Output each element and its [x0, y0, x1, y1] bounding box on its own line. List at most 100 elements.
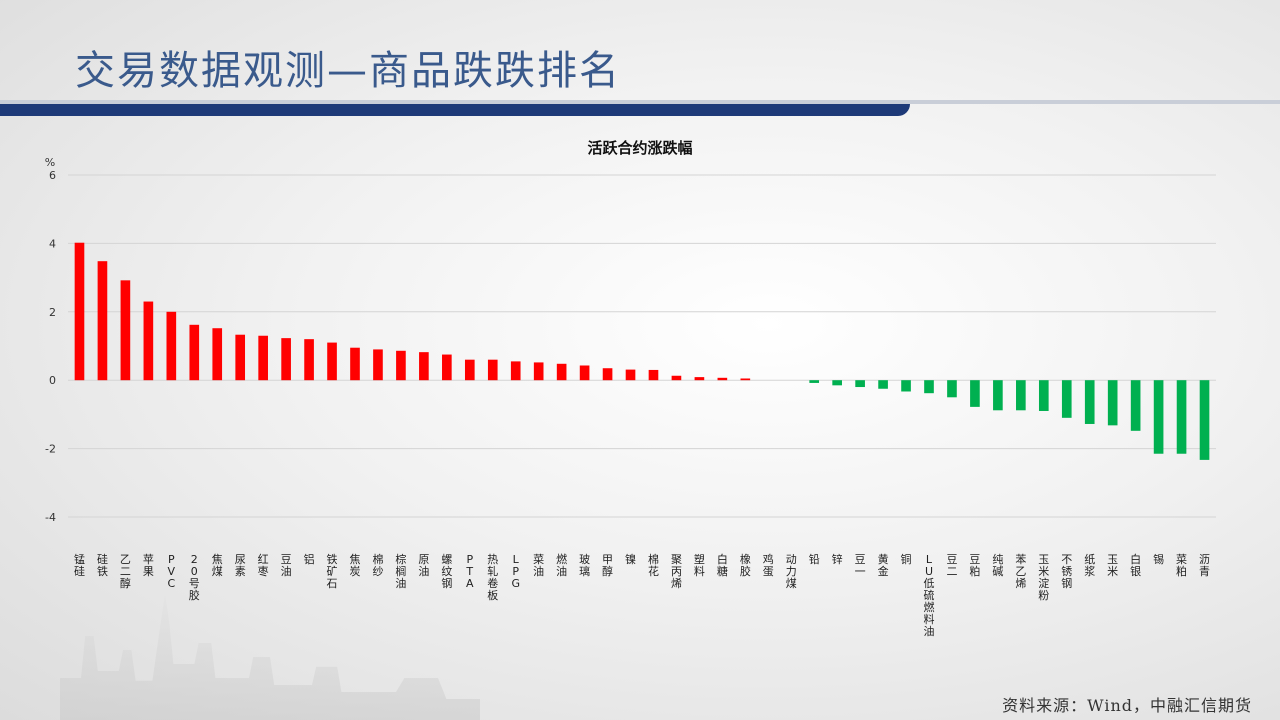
bar — [1176, 380, 1187, 454]
x-tick-label: 螺纹钢 — [441, 553, 452, 590]
bar — [924, 380, 934, 394]
bar — [396, 350, 406, 381]
y-axis-unit: % — [45, 156, 55, 169]
bar — [212, 328, 223, 381]
bar — [970, 380, 980, 407]
x-tick-label: 乙二醇 — [120, 553, 131, 590]
bar — [832, 380, 842, 386]
x-tick-label: 锌 — [832, 552, 843, 566]
x-tick-label: 黄金 — [878, 552, 889, 578]
bar — [1084, 380, 1095, 424]
x-tick-label: 2 0 号胶 — [189, 553, 200, 602]
x-tick-label: 鸡蛋 — [763, 552, 774, 578]
x-tick-label: 焦煤 — [212, 553, 223, 578]
x-tick-label: 焦炭 — [350, 553, 361, 578]
bar — [1130, 380, 1141, 431]
bar — [1038, 380, 1049, 411]
x-tick-label: 玻璃 — [579, 553, 590, 578]
bar — [74, 242, 85, 381]
bars — [74, 242, 1210, 460]
bar — [281, 338, 291, 381]
x-tick-label: 红枣 — [258, 553, 269, 578]
bar — [878, 380, 888, 389]
x-tick-label: L U 低硫燃料油 — [924, 553, 935, 638]
x-tick-label: 棉花 — [648, 552, 659, 578]
x-tick-label: 豆二 — [946, 553, 957, 578]
bar — [510, 361, 521, 381]
bar — [556, 363, 567, 381]
bar — [579, 365, 590, 381]
x-tick-label: 聚丙烯 — [671, 553, 682, 590]
source-note: 资料来源：Wind，中融汇信期货 — [1002, 696, 1252, 715]
bar — [901, 380, 911, 392]
bar — [809, 380, 820, 383]
x-tick-label: 豆油 — [281, 553, 292, 578]
bar — [717, 377, 728, 381]
x-tick-label: 豆粕 — [969, 553, 980, 578]
x-tick-label: 菜油 — [533, 553, 544, 578]
bar — [419, 352, 429, 381]
bar — [166, 311, 177, 381]
x-tick-label: 热轧卷板 — [487, 553, 498, 602]
y-axis-ticks: 6 4 2 0 -2 -4 — [45, 169, 56, 524]
bar — [1061, 380, 1072, 418]
bar — [1153, 380, 1164, 454]
x-tick-label: 动力煤 — [786, 553, 797, 590]
bar — [327, 342, 337, 381]
bar — [993, 380, 1003, 411]
bar — [648, 369, 659, 381]
x-tick-label: 锡 — [1153, 552, 1164, 566]
x-tick-label: 原油 — [418, 553, 429, 578]
y-tick-label: -2 — [45, 443, 56, 456]
bar — [143, 301, 154, 381]
x-tick-label: 尿素 — [235, 553, 246, 578]
bar — [1107, 380, 1118, 426]
bar — [189, 324, 200, 381]
bar — [350, 347, 360, 381]
x-tick-label: 塑料 — [694, 552, 705, 578]
bar — [533, 362, 544, 381]
x-tick-label: 棕榈油 — [395, 552, 406, 590]
y-tick-label: 2 — [49, 306, 56, 319]
bar — [487, 359, 498, 381]
x-tick-label: 玉米 — [1107, 553, 1118, 578]
bar — [304, 339, 314, 381]
bar — [120, 280, 131, 381]
bar — [442, 354, 452, 381]
y-tick-label: 4 — [49, 237, 56, 250]
x-tick-label: 镍 — [625, 552, 636, 566]
x-tick-label: 白糖 — [717, 552, 728, 578]
bar — [671, 375, 682, 381]
y-tick-label: 0 — [49, 374, 56, 387]
bar — [740, 378, 751, 381]
bar — [947, 380, 957, 398]
bar — [235, 334, 246, 381]
bar — [97, 261, 108, 381]
x-tick-label: 燃油 — [556, 552, 567, 578]
x-tick-label: 硅铁 — [97, 553, 108, 578]
title-underline-light — [0, 100, 1280, 104]
x-tick-label: 玉米淀粉 — [1038, 553, 1049, 602]
bar — [464, 359, 475, 381]
slide-title: 交易数据观测—商品跌跌排名 — [75, 48, 621, 94]
x-tick-label: 苯乙烯 — [1015, 552, 1026, 590]
x-tick-label: 锰硅 — [74, 552, 85, 578]
x-tick-label: 铁矿石 — [327, 553, 338, 590]
x-tick-label: 棉纱 — [372, 552, 383, 578]
x-tick-label: 沥青 — [1199, 553, 1210, 578]
x-tick-label: 铜 — [901, 552, 912, 566]
bar — [602, 368, 613, 381]
x-tick-label: 纯碱 — [992, 553, 1003, 578]
title-underline-bar — [0, 104, 910, 116]
bar — [1199, 380, 1210, 460]
x-tick-label: 苹果 — [143, 552, 154, 578]
bar — [694, 377, 705, 381]
bar — [855, 380, 865, 388]
bar — [625, 369, 636, 381]
grid-lines — [68, 174, 1216, 518]
x-tick-label: 铝 — [304, 552, 315, 566]
